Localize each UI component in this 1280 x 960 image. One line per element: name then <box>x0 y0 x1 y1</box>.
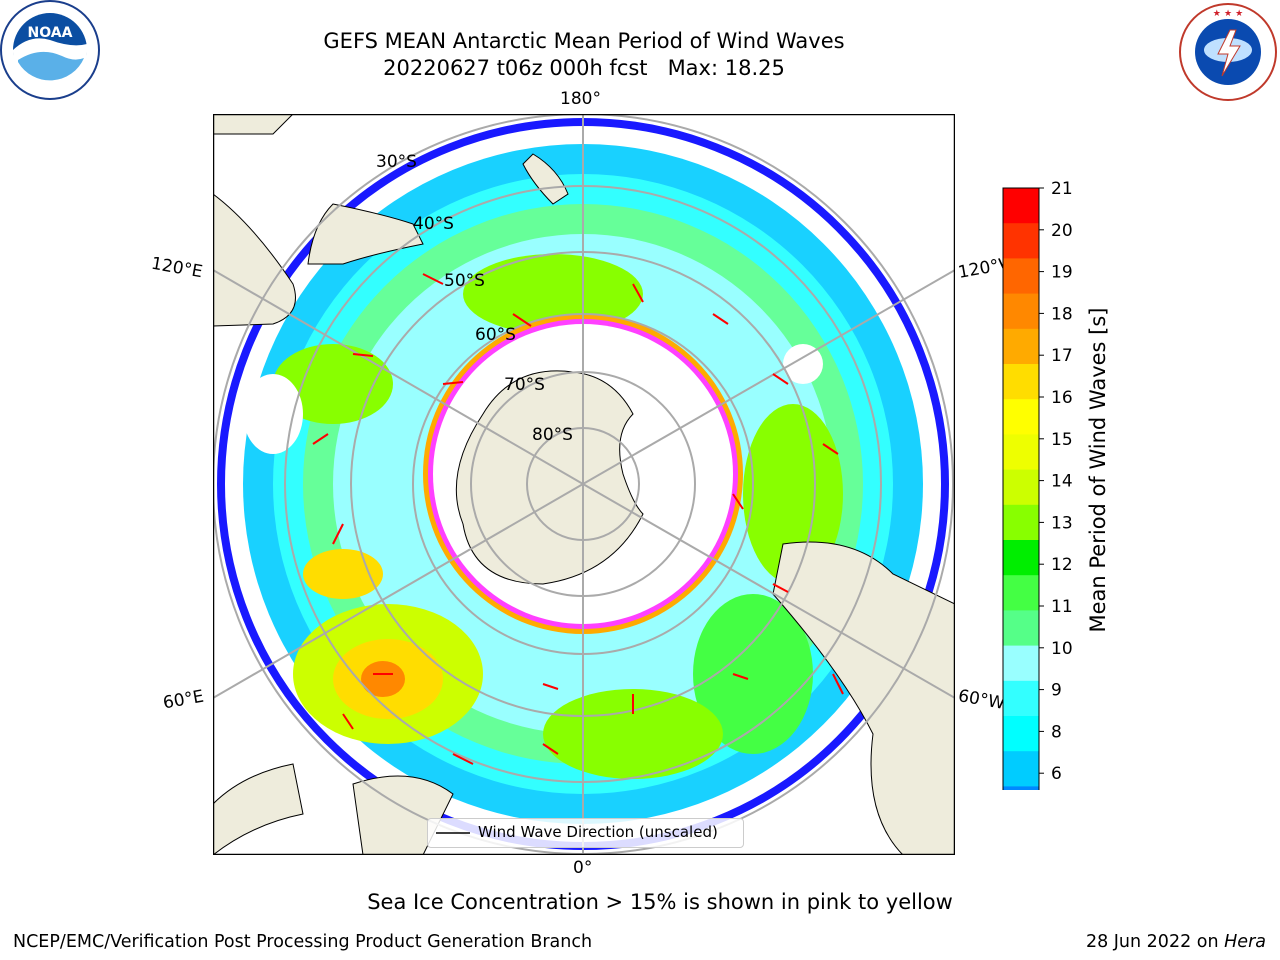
noaa-logo-text: NOAA <box>28 25 73 41</box>
colorbar-segment <box>1003 610 1039 647</box>
colorbar-tick-label: 20 <box>1051 221 1073 241</box>
lon-label-60e: 60°E <box>161 686 206 714</box>
map-legend: Wind Wave Direction (unscaled) <box>427 818 744 848</box>
colorbar-segment <box>1003 680 1039 717</box>
colorbar-tick-label: 14 <box>1051 472 1073 492</box>
lat-label-60s: 60°S <box>475 325 516 345</box>
colorbar-segment <box>1003 258 1039 295</box>
lon-label-180: 180° <box>560 89 601 109</box>
colorbar-tick-label: 19 <box>1051 263 1073 283</box>
colorbar-tick-label: 17 <box>1051 346 1073 366</box>
colorbar-tick-label: 9 <box>1051 681 1062 701</box>
map-subtitle: 20220627 t06z 000h fcst Max: 18.25 <box>383 56 785 80</box>
colorbar-segment <box>1003 188 1039 224</box>
colorbar-segment <box>1003 399 1039 435</box>
lon-label-0: 0° <box>573 858 593 878</box>
footer-right: 28 Jun 2022 on Hera <box>1086 932 1266 952</box>
lat-label-50s: 50°S <box>444 271 485 291</box>
lat-label-40s: 40°S <box>413 214 454 234</box>
colorbar-segment <box>1003 469 1039 506</box>
caption: Sea Ice Concentration > 15% is shown in … <box>367 890 953 914</box>
lon-label-120e: 120°E <box>149 253 205 283</box>
map-title: GEFS MEAN Antarctic Mean Period of Wind … <box>323 29 845 53</box>
colorbar-tick-label: 21 <box>1051 180 1073 199</box>
footer-date: 28 Jun 2022 on <box>1085 932 1225 952</box>
svg-text:★ ★ ★: ★ ★ ★ <box>1213 9 1243 19</box>
colorbar-segment <box>1003 364 1039 400</box>
colorbar-tick-label: 8 <box>1051 722 1062 742</box>
colorbar-label: Mean Period of Wind Waves [s] <box>1086 307 1110 633</box>
colorbar-tick-label: 6 <box>1051 764 1062 784</box>
lat-label-70s: 70°S <box>504 375 545 395</box>
lat-label-30s: 30°S <box>376 152 417 172</box>
footer-left: NCEP/EMC/Verification Post Processing Pr… <box>13 932 593 952</box>
legend-label: Wind Wave Direction (unscaled) <box>478 823 718 841</box>
map-frame <box>213 114 955 855</box>
colorbar-tick-label: 11 <box>1051 597 1073 617</box>
colorbar-segment <box>1003 575 1039 611</box>
colorbar-segment <box>1003 504 1039 541</box>
legend-line-icon <box>436 832 470 834</box>
colorbar-tick-label: 15 <box>1051 430 1073 450</box>
colorbar-tick-label: 10 <box>1051 639 1073 659</box>
colorbar-segment <box>1003 540 1039 576</box>
colorbar-segment <box>1003 223 1039 259</box>
colorbar-segment <box>1003 645 1039 682</box>
nws-logo: ★ ★ ★ <box>1179 3 1277 101</box>
noaa-logo: NOAA <box>0 0 100 100</box>
colorbar-segment <box>1003 716 1039 752</box>
colorbar-segment <box>1003 328 1039 365</box>
colorbar-tick-label: 18 <box>1051 304 1073 324</box>
lat-label-80s: 80°S <box>532 425 573 445</box>
colorbar-tick-label: 16 <box>1051 388 1073 408</box>
colorbar-tick-label: 12 <box>1051 555 1073 575</box>
footer-host: Hera <box>1224 932 1266 952</box>
colorbar-segment <box>1003 434 1039 471</box>
colorbar-segment <box>1003 786 1039 790</box>
colorbar-tick-label: 13 <box>1051 513 1073 533</box>
colorbar-segment <box>1003 751 1039 787</box>
colorbar-segment <box>1003 293 1039 330</box>
colorbar: 21201918171615141312111098642 <box>1002 180 1073 790</box>
